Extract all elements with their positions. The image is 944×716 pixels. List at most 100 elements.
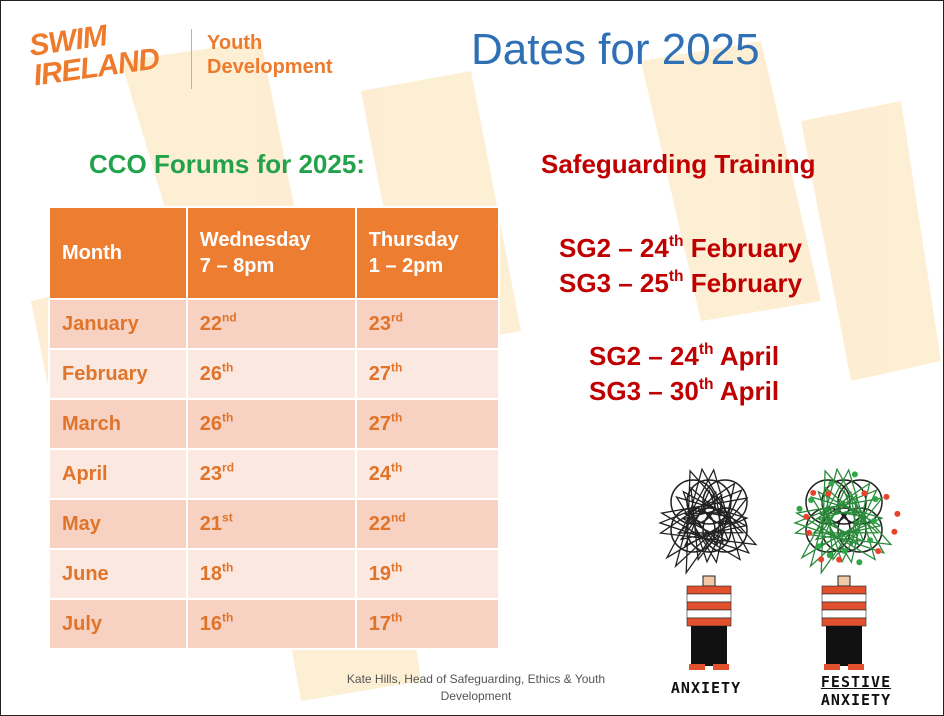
date-cell: 23rd — [185, 448, 357, 500]
training-suffix: th — [698, 376, 714, 394]
date-cell: 26th — [185, 348, 357, 400]
date-suffix: nd — [222, 310, 237, 325]
date-number: 24 — [368, 462, 391, 485]
illustration-part — [713, 664, 729, 670]
illustration-part — [821, 585, 867, 595]
date-cell: 24th — [354, 448, 501, 500]
illustration-part — [826, 552, 833, 559]
date-cell: 19th — [354, 548, 501, 600]
header-line: 1 – 2pm — [368, 255, 444, 277]
training-text: SG3 – 25 — [559, 268, 669, 298]
illustration-part — [841, 547, 848, 554]
training-text: SG2 – 24 — [559, 233, 669, 263]
illustration-part — [825, 490, 832, 497]
illustration-caption: ANXIETY — [670, 679, 742, 697]
date-suffix: th — [390, 410, 403, 425]
date-number: 18 — [199, 562, 223, 585]
date-number: 17 — [368, 612, 391, 635]
illustration-part — [686, 585, 732, 595]
date-suffix: th — [222, 610, 234, 625]
date-suffix: th — [390, 360, 403, 375]
illustration-part — [848, 664, 864, 670]
table-row: July 16th 17th — [48, 598, 501, 650]
illustration-part — [856, 559, 863, 566]
illustration-part — [826, 626, 862, 666]
illustration-part — [686, 593, 732, 603]
table-row: February 26th 27th — [48, 348, 501, 400]
date-cell: 18th — [185, 548, 357, 600]
illustration-caption: FESTIVE ANXIETY — [820, 673, 892, 709]
training-month: April — [713, 376, 780, 406]
date-suffix: rd — [222, 460, 235, 475]
illustration-part — [836, 556, 843, 563]
illustration-part — [686, 617, 732, 627]
logo-subtitle: Youth Development — [207, 32, 333, 78]
table-row: March 26th 27th — [48, 398, 501, 450]
training-text: SG2 – 24 — [589, 341, 699, 371]
header-line: 7 – 8pm — [199, 255, 275, 277]
date-cell: 16th — [185, 598, 357, 650]
illustration-part — [810, 489, 817, 496]
illustration-part — [883, 493, 890, 500]
illustration-part — [871, 518, 877, 524]
date-suffix: th — [222, 410, 234, 425]
section-heading: Safeguarding Training — [541, 149, 816, 179]
illustration-part — [815, 543, 822, 550]
header-line: Wednesday — [199, 229, 311, 251]
illustration — [658, 467, 901, 670]
illustration-part — [821, 617, 867, 627]
table-row: April 23rd 24th — [48, 448, 501, 500]
illustration-part — [796, 505, 803, 512]
date-suffix: th — [222, 560, 234, 575]
date-number: 21 — [199, 512, 223, 535]
training-suffix: th — [668, 233, 684, 251]
month-cell: July — [48, 598, 188, 650]
date-cell: 27th — [354, 398, 501, 450]
date-suffix: st — [222, 510, 233, 525]
date-cell: 27th — [354, 348, 501, 400]
table-row: January 22nd 23rd — [48, 298, 501, 350]
table-row: May 21st 22nd — [48, 498, 501, 550]
date-number: 22 — [199, 312, 223, 335]
illustration-part — [824, 664, 840, 670]
date-number: 19 — [368, 562, 391, 585]
training-date: SG3 – 30th April — [589, 376, 779, 407]
date-number: 27 — [368, 362, 391, 385]
illustration-part — [875, 548, 882, 555]
illustration-part — [702, 575, 716, 587]
date-cell: 17th — [354, 598, 501, 650]
column-header: Wednesday 7 – 8pm — [185, 206, 357, 300]
footer: Kate Hills, Head of Safeguarding, Ethics… — [346, 672, 606, 703]
date-suffix: th — [222, 360, 234, 375]
date-number: 23 — [368, 312, 391, 335]
section-heading: CCO Forums for 2025: — [89, 149, 365, 179]
date-cell: 26th — [185, 398, 357, 450]
training-month: April — [713, 341, 780, 371]
training-date: SG2 – 24th February — [559, 233, 802, 264]
training-suffix: th — [698, 341, 714, 359]
illustration-part — [808, 497, 815, 504]
illustration-part — [821, 609, 867, 619]
illustration-part — [861, 490, 868, 497]
illustration-part — [806, 529, 813, 536]
header-line: Month — [62, 242, 122, 264]
training-text: SG3 – 30 — [589, 376, 699, 406]
month-cell: February — [48, 348, 188, 400]
illustration-part — [686, 601, 732, 611]
illustration-part — [894, 510, 901, 517]
illustration-part — [793, 467, 893, 575]
month-cell: May — [48, 498, 188, 550]
date-cell: 22nd — [354, 498, 501, 550]
illustration-part — [837, 575, 851, 587]
date-number: 27 — [368, 412, 391, 435]
illustration-part — [658, 467, 758, 575]
slide-title: Dates for 2025 — [471, 25, 760, 74]
table-row: June 18th 19th — [48, 548, 501, 600]
training-month: February — [683, 268, 803, 298]
forum-table: Month Wednesday 7 – 8pm Thursday 1 – 2pm Janu… — [48, 206, 501, 650]
date-cell: 22nd — [185, 298, 357, 350]
date-number: 26 — [199, 412, 223, 435]
month-cell: January — [48, 298, 188, 350]
training-suffix: th — [668, 268, 684, 286]
